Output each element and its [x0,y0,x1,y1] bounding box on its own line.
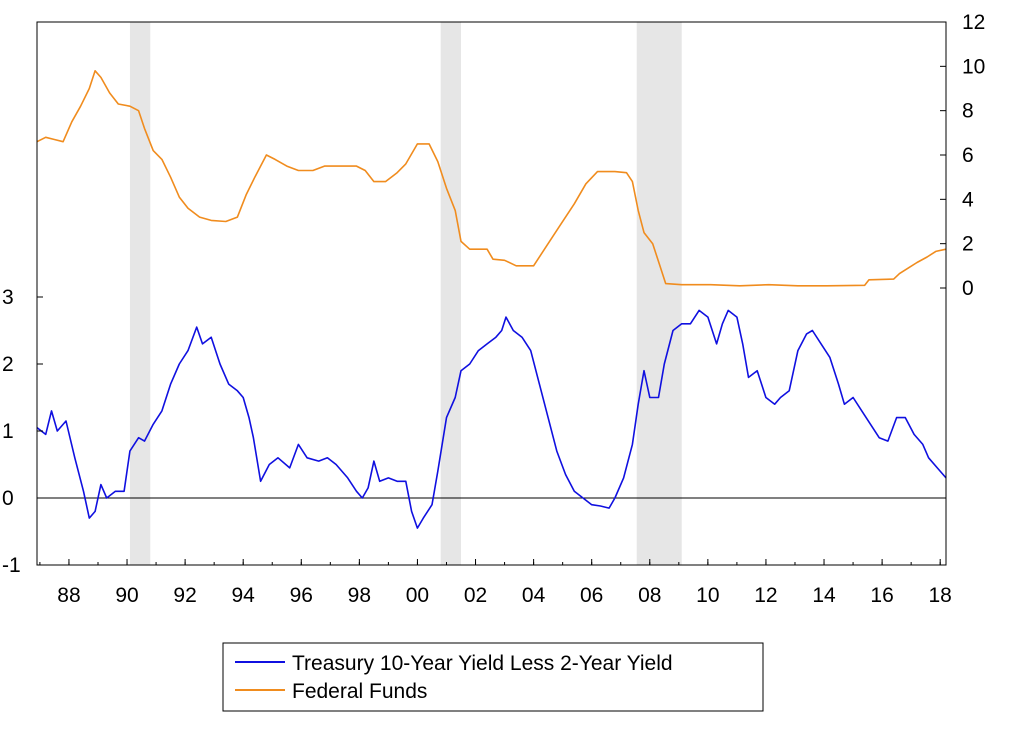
x-tick-label: 94 [232,584,256,607]
left-tick-label: 3 [2,286,14,309]
x-tick-label: 90 [115,584,138,607]
right-tick-label: 2 [962,233,974,256]
left-tick-label: 2 [2,353,14,376]
right-tick-label: 4 [962,188,974,211]
recession-band-0 [129,22,151,565]
x-tick-label: 14 [812,584,836,607]
right-tick-label: 0 [962,277,974,300]
right-tick-label: 10 [962,55,985,78]
x-tick-label: 88 [57,584,80,607]
left-tick-label: -1 [2,554,21,577]
right-tick-label: 8 [962,100,974,123]
legend-label-fed-funds: Federal Funds [292,680,427,703]
series-line-treasury-spread [36,309,947,529]
right-tick-label: 12 [962,11,985,34]
x-tick-label: 96 [290,584,313,607]
legend: Treasury 10-Year Yield Less 2-Year Yield… [222,642,764,712]
x-tick-label: 16 [870,584,893,607]
x-tick-label: 10 [696,584,719,607]
series-lines [36,70,947,529]
left-tick-label: 0 [2,487,14,510]
recession-band-2 [636,22,682,565]
x-axis: 88 90 92 94 96 98 00 02 04 06 08 10 12 14 16 18 [39,559,952,607]
right-tick-label: 6 [962,144,974,167]
x-tick-label: 92 [173,584,196,607]
x-tick-label: 06 [580,584,603,607]
series-line-federal-funds [36,70,947,287]
x-tick-label: 04 [522,584,546,607]
plot-frame [36,21,947,566]
x-tick-label: 00 [406,584,429,607]
x-tick-label: 02 [464,584,487,607]
left-axis: -1 0 1 2 3 [2,286,43,577]
recession-band-1 [440,22,462,565]
x-tick-label: 18 [929,584,952,607]
recession-shading [129,22,682,565]
legend-box [222,642,764,712]
x-tick-label: 12 [754,584,777,607]
x-tick-label: 08 [638,584,661,607]
right-axis: 0 2 4 6 8 10 12 [940,11,985,300]
left-tick-label: 1 [2,420,14,443]
legend-label-treasury: Treasury 10-Year Yield Less 2-Year Yield [292,652,673,675]
x-tick-label: 98 [348,584,371,607]
